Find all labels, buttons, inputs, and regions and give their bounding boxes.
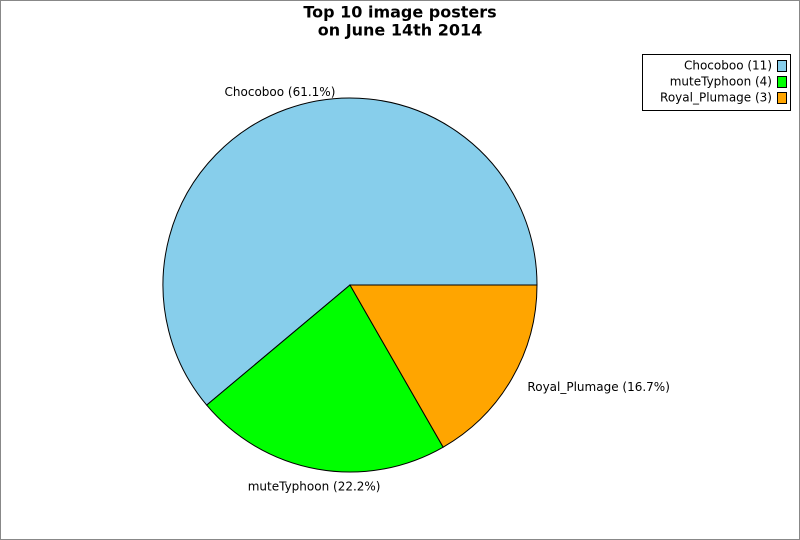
legend-swatch [777,60,787,72]
slice-label: Chocoboo (61.1%) [225,85,336,99]
legend-label: Chocoboo (11) [684,59,772,73]
legend-swatch [777,92,787,104]
slice-label: Royal_Plumage (16.7%) [527,380,669,394]
legend-label: muteTyphoon (4) [670,75,772,89]
pie-slice [205,284,444,473]
legend-label: Royal_Plumage (3) [660,91,772,105]
chart-title: on June 14th 2014 [318,21,483,40]
chart-title: Top 10 image posters [303,3,496,22]
slice-label: muteTyphoon (22.2%) [248,479,381,493]
legend-box [642,54,791,111]
legend-swatch [777,76,787,88]
pie-slice [162,97,538,406]
pie-slice [349,284,538,448]
